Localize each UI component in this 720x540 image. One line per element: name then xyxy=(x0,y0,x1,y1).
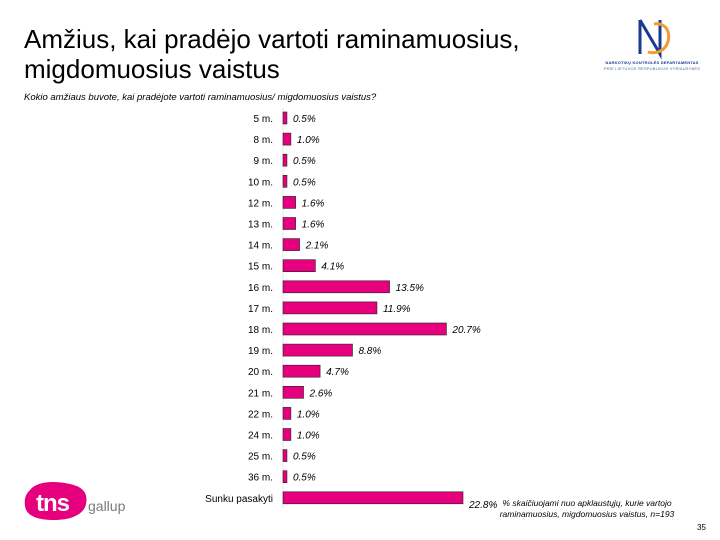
value-label: 11.9% xyxy=(383,304,411,315)
bar xyxy=(282,322,447,336)
value-label: 4.1% xyxy=(321,262,344,273)
value-label: 8.8% xyxy=(358,346,381,357)
bar xyxy=(282,217,296,230)
value-label: 1.0% xyxy=(297,431,320,442)
value-label: 2.1% xyxy=(305,241,329,252)
value-label: 0.5% xyxy=(293,177,316,188)
category-label: 12 m. xyxy=(248,198,273,209)
gallup-logo-text: gallup xyxy=(88,498,126,514)
value-label: 1.6% xyxy=(302,198,325,209)
value-label: 1.0% xyxy=(297,409,320,420)
nkd-logo-line-2: PRIE LIETUVOS RESPUBLIKOS VYRIAUSYBĖS xyxy=(603,66,701,71)
tns-gallup-logo: tns gallup xyxy=(22,480,142,522)
value-label: 0.5% xyxy=(293,452,316,463)
nkd-logo: NARKOTIKŲ KONTROLĖS DEPARTAMENTAS PRIE L… xyxy=(602,14,702,71)
value-label: 1.6% xyxy=(302,220,325,231)
category-label: 20 m. xyxy=(248,367,273,378)
category-label: 15 m. xyxy=(248,262,273,273)
nkd-emblem-icon xyxy=(638,19,671,60)
category-label: 21 m. xyxy=(248,388,273,399)
title-line-1: Amžius, kai pradėjo vartoti raminamuosiu… xyxy=(24,24,520,54)
bar xyxy=(282,470,288,484)
bar xyxy=(282,238,300,251)
category-label: 10 m. xyxy=(248,177,273,188)
bar xyxy=(282,385,304,399)
bar xyxy=(282,280,390,294)
value-label: 0.5% xyxy=(293,473,316,484)
nkd-logo-line-1: NARKOTIKŲ KONTROLĖS DEPARTAMENTAS xyxy=(605,60,699,65)
value-label: 20.7% xyxy=(451,325,480,336)
bar xyxy=(282,407,292,420)
bar xyxy=(282,343,353,357)
value-label: 2.6% xyxy=(309,388,333,399)
survey-question: Kokio amžiaus buvote, kai pradėjote vart… xyxy=(24,92,377,103)
value-label: 13.5% xyxy=(396,283,424,294)
bar xyxy=(282,449,288,462)
bar xyxy=(282,196,296,209)
category-label: 16 m. xyxy=(248,283,273,294)
bar xyxy=(282,132,292,146)
value-label: 0.5% xyxy=(293,114,316,125)
page-title: Amžius, kai pradėjo vartoti raminamuosiu… xyxy=(24,24,584,84)
category-label: 13 m. xyxy=(248,220,273,231)
bar xyxy=(282,491,464,505)
category-label: 14 m. xyxy=(248,241,273,252)
category-label: 25 m. xyxy=(248,452,273,463)
footnote: % skaičiuojami nuo apklaustųjų, kurie va… xyxy=(472,498,702,520)
page-number: 35 xyxy=(697,523,706,532)
bar xyxy=(282,301,378,315)
category-label: 18 m. xyxy=(248,325,273,336)
category-label: 24 m. xyxy=(248,431,273,442)
value-label: 0.5% xyxy=(293,156,316,167)
title-line-2: migdomuosius vaistus xyxy=(24,54,280,84)
category-label: 19 m. xyxy=(248,346,273,357)
category-label: 8 m. xyxy=(254,135,273,146)
category-label: 17 m. xyxy=(248,304,273,315)
tns-blob-icon xyxy=(24,482,87,520)
footnote-line-2: raminamuosius, migdomuosius vaistus, n=1… xyxy=(499,509,675,519)
bar xyxy=(282,111,288,125)
bar xyxy=(282,259,316,273)
bar xyxy=(282,428,292,441)
category-label: 5 m. xyxy=(254,114,273,125)
category-label: Sunku pasakyti xyxy=(205,494,273,505)
bar xyxy=(282,175,288,188)
value-label: 1.0% xyxy=(297,135,320,146)
bar xyxy=(282,364,321,378)
bar xyxy=(282,153,288,167)
tns-logo-text: tns xyxy=(36,490,70,517)
category-label: 36 m. xyxy=(248,473,273,484)
category-label: 22 m. xyxy=(248,409,273,420)
value-label: 4.7% xyxy=(326,367,349,378)
value-label: 22.8% xyxy=(468,500,497,511)
footnote-line-1: % skaičiuojami nuo apklaustųjų, kurie va… xyxy=(502,498,672,508)
category-label: 9 m. xyxy=(254,156,273,167)
